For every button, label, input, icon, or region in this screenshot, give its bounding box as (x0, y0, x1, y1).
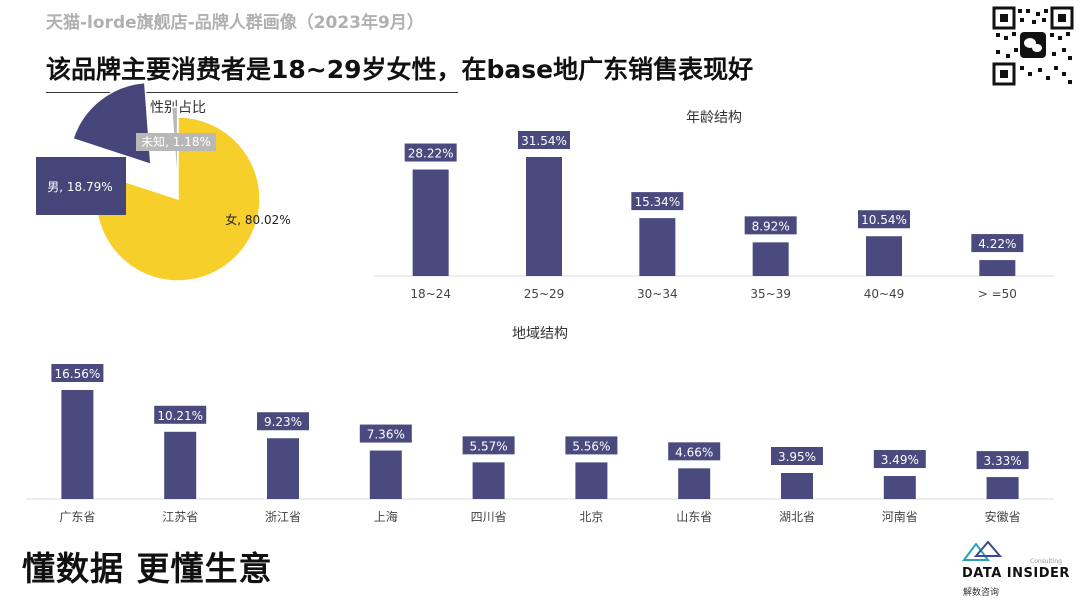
category-label: 18~24 (410, 287, 451, 301)
pie-label-box (136, 133, 216, 151)
category-label: 浙江省 (265, 510, 301, 524)
pie-label: 男, 18.79% (47, 180, 112, 194)
pie-slice (71, 81, 152, 166)
bar (639, 218, 676, 276)
bar (472, 462, 505, 499)
bar (369, 450, 402, 499)
category-label: 上海 (374, 509, 398, 524)
footer-slogan: 懂数据 更懂生意 (22, 549, 273, 588)
data-label: 3.95% (778, 450, 816, 464)
bar (267, 438, 299, 499)
data-label-box (404, 143, 457, 162)
data-label: 10.54% (861, 213, 907, 227)
data-label-box (154, 405, 207, 424)
pie-label: 未知, 1.18% (141, 135, 211, 149)
data-label-box (565, 436, 618, 455)
data-label-box (668, 442, 721, 461)
data-label: 15.34% (634, 195, 680, 209)
category-label: 北京 (579, 510, 603, 524)
data-label-box (518, 131, 570, 149)
category-label: 湖北省 (779, 509, 815, 524)
logo-subtext: 解数咨询 (963, 588, 1000, 598)
title-divider (46, 92, 458, 93)
gender-pie-chart: 性别占比 女, 80.02%男, 18.79%未知, 1.18% (36, 81, 291, 282)
category-label: 35~39 (750, 287, 791, 301)
bar (979, 260, 1016, 276)
data-label: 4.22% (978, 237, 1016, 251)
bar (781, 473, 813, 499)
pie-slice (95, 116, 261, 282)
region-chart-title: 地域结构 (512, 326, 568, 342)
data-label: 5.57% (470, 439, 508, 453)
bar (678, 468, 711, 499)
data-label: 16.56% (55, 367, 101, 381)
data-label-box (257, 412, 309, 431)
data-label-box (462, 436, 515, 455)
logo-wordmark: DATA INSIDER (962, 566, 1070, 581)
data-label-box (51, 364, 104, 382)
bar (752, 242, 789, 276)
data-label: 31.54% (521, 134, 567, 148)
category-label: 30~34 (637, 287, 678, 301)
data-label: 4.66% (675, 445, 713, 459)
data-label: 3.33% (984, 454, 1022, 468)
data-label: 8.92% (752, 219, 790, 233)
data-label-box (858, 210, 910, 229)
bar (883, 476, 916, 499)
data-label-box (631, 192, 684, 211)
logo-tagline: Consulting (1030, 558, 1062, 565)
data-label-box (744, 216, 797, 235)
data-insider-logo-icon (962, 540, 1003, 561)
data-label: 3.49% (881, 453, 919, 467)
category-label: 四川省 (471, 510, 507, 524)
data-label: 9.23% (264, 415, 302, 429)
category-label: 40~49 (864, 287, 905, 301)
category-label: 山东省 (676, 510, 712, 524)
bar (866, 236, 902, 276)
category-label: 河南省 (882, 509, 918, 524)
category-label: 25~29 (524, 287, 565, 301)
bar (986, 477, 1019, 499)
data-label: 5.56% (572, 439, 610, 453)
category-label: 安徽省 (985, 509, 1021, 524)
pie-label-box (36, 157, 126, 215)
bar (412, 169, 449, 276)
data-label: 28.22% (408, 147, 454, 161)
data-label: 7.36% (367, 428, 405, 442)
category-label: 江苏省 (162, 510, 198, 524)
data-label-box (771, 447, 823, 466)
category-label: > =50 (978, 287, 1017, 301)
age-chart-title: 年龄结构 (686, 110, 742, 126)
bar (61, 390, 94, 499)
page-title: 该品牌主要消费者是18~29岁女性，在base地广东销售表现好 (46, 55, 754, 84)
bar (526, 157, 562, 276)
data-label-box (873, 450, 926, 469)
data-label: 10.21% (157, 409, 203, 423)
age-bar-chart: 年龄结构 28.22% 18~24 31.54% 25~29 15.34% 30~34 8.… (374, 110, 1054, 301)
bar (575, 462, 608, 499)
category-label: 广东省 (59, 510, 95, 524)
pie-label: 女, 80.02% (225, 212, 290, 227)
page-subtitle: 天猫-lorde旗舰店-品牌人群画像（2023年9月） (46, 13, 424, 33)
bar (164, 431, 197, 499)
qr-code-icon (992, 6, 1074, 86)
region-bar-chart: 地域结构 16.56% 广东省 10.21% 江苏省 9.23% 浙江省 7.36% 上海 5.… (26, 326, 1054, 524)
data-label-box (971, 234, 1024, 253)
data-label-box (976, 451, 1029, 470)
data-label-box (359, 424, 412, 443)
